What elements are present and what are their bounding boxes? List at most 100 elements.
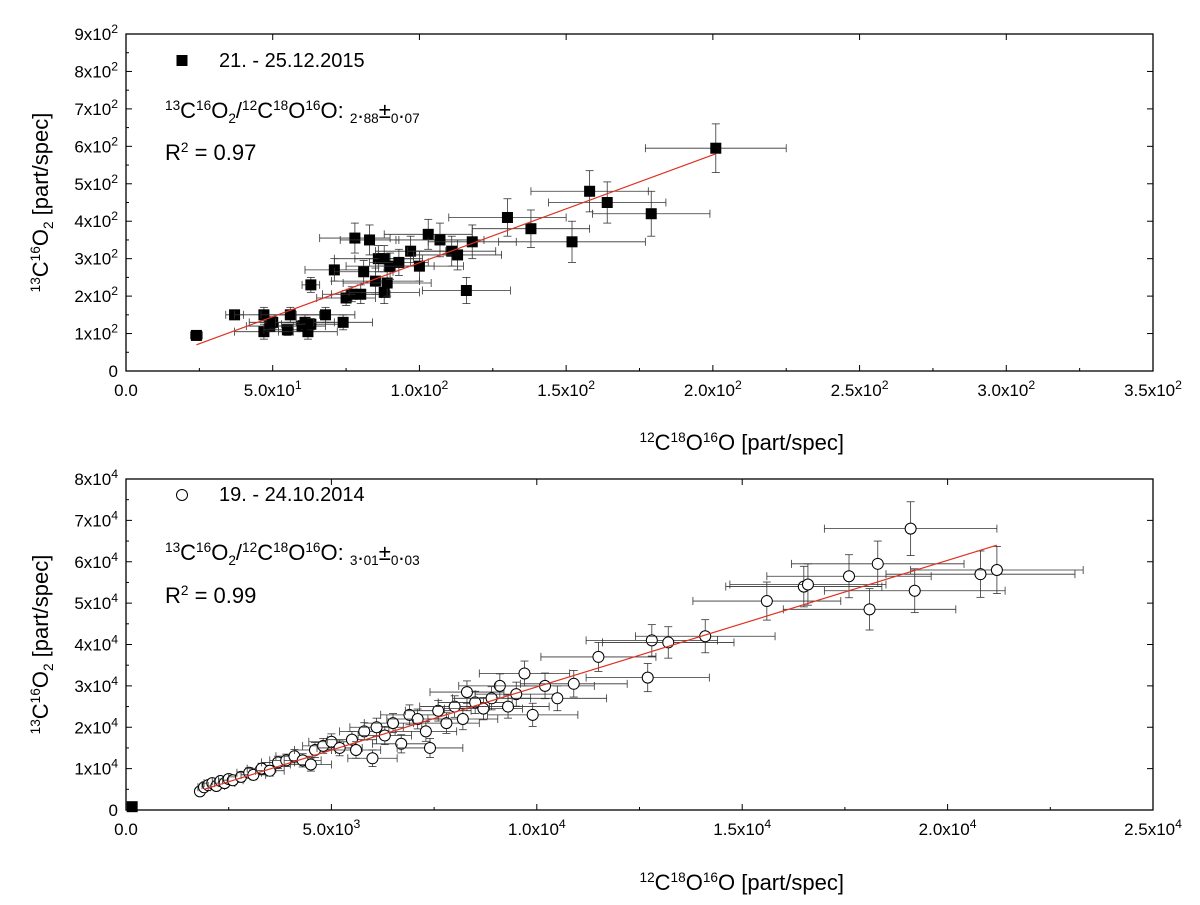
marker-square — [358, 266, 370, 278]
data-point — [421, 276, 511, 305]
marker-square — [584, 185, 596, 197]
marker-circle — [904, 522, 917, 535]
data-point — [823, 568, 1006, 614]
legend-marker — [176, 55, 188, 66]
data-point — [240, 768, 267, 781]
marker-circle — [502, 700, 515, 713]
marker-square — [525, 223, 537, 235]
marker-circle — [567, 677, 580, 690]
data-point — [443, 697, 523, 721]
marker-square — [299, 316, 311, 328]
data-point — [782, 588, 957, 631]
x-axis-label: 12C18O16O [part/spec] — [640, 430, 844, 455]
fit-line — [196, 153, 716, 346]
data-point — [190, 329, 203, 341]
data-point — [548, 181, 667, 224]
marker-square — [305, 318, 317, 330]
marker-square — [305, 279, 317, 291]
y-tick-label: 3x104 — [74, 674, 118, 696]
r2-annotation: R2 = 0.97 — [165, 140, 256, 165]
legend-label: 21. - 25.12.2015 — [219, 50, 365, 72]
y-axis-label: 13C16O2 [part/spec] — [28, 113, 56, 293]
marker-circle — [440, 717, 453, 730]
y-tick-label: 1x102 — [74, 322, 118, 344]
data-point — [592, 190, 711, 237]
data-point — [602, 626, 735, 659]
marker-square — [645, 208, 657, 220]
ratio-annotation: 13C16O2/12C18O16O: 3.01±0.03 — [165, 540, 420, 568]
y-tick-label: 2x104 — [74, 715, 118, 737]
marker-circle — [304, 758, 317, 771]
y-tick-label: 2x102 — [74, 284, 118, 306]
marker-circle — [395, 737, 408, 750]
x-tick-label: 2.0x104 — [919, 817, 977, 839]
marker-circle — [419, 725, 432, 738]
data-point — [474, 681, 558, 707]
y-tick-label: 0 — [109, 801, 118, 820]
x-tick-label: 2.5x104 — [1124, 817, 1182, 839]
ratio-annotation: 13C16O2/12C18O16O: 2.88±0.07 — [165, 98, 420, 126]
marker-square — [284, 309, 296, 321]
y-tick-label: 7x102 — [74, 97, 118, 119]
data-point — [347, 749, 398, 767]
marker-square — [190, 329, 202, 341]
data-point — [791, 540, 965, 587]
data-point — [301, 276, 321, 293]
data-point — [330, 741, 382, 759]
x-tick-label: 5.0x101 — [244, 378, 302, 400]
marker-circle — [908, 584, 921, 597]
y-tick-label: 4x102 — [74, 209, 118, 231]
y-tick-label: 0 — [109, 362, 118, 381]
y-tick-label: 5x104 — [74, 591, 118, 613]
data-point — [313, 314, 373, 331]
data-point — [507, 685, 608, 712]
fit-line — [203, 544, 998, 790]
marker-circle — [871, 557, 884, 570]
marker-circle — [990, 564, 1003, 577]
data-point — [289, 757, 332, 772]
data-point — [255, 764, 285, 777]
data-point — [372, 734, 431, 754]
marker-square — [710, 142, 722, 154]
x-tick-label: 1.5x102 — [537, 378, 595, 400]
marker-square — [267, 316, 279, 328]
marker-square — [320, 309, 332, 321]
x-tick-label: 0.0 — [114, 381, 138, 400]
data-point — [498, 220, 646, 263]
data-point — [478, 660, 571, 687]
data-point — [339, 224, 400, 256]
marker-square — [601, 197, 613, 208]
marker-square — [364, 234, 376, 246]
marker-circle — [592, 650, 605, 663]
data-point — [644, 123, 787, 173]
data-point — [427, 707, 499, 731]
data-point — [885, 550, 1076, 598]
r2-annotation: R2 = 0.99 — [165, 583, 256, 608]
marker-square — [466, 236, 478, 248]
y-tick-label: 1x104 — [74, 757, 118, 779]
marker-square — [422, 228, 434, 240]
x-tick-label: 3.5x102 — [1124, 378, 1182, 400]
y-tick-label: 3x102 — [74, 247, 118, 269]
marker-circle — [423, 741, 436, 754]
marker-circle — [974, 568, 987, 581]
marker-square — [337, 316, 349, 328]
data-point — [471, 209, 591, 248]
y-tick-label: 9x102 — [74, 22, 118, 44]
x-tick-label: 5.0x103 — [302, 817, 360, 839]
marker-square — [566, 236, 578, 248]
data-point — [319, 222, 391, 254]
y-tick-label: 7x104 — [74, 508, 118, 530]
marker-square — [460, 284, 472, 296]
x-tick-label: 1.0x102 — [390, 378, 448, 400]
data-point — [540, 642, 657, 672]
y-tick-label: 6x102 — [74, 134, 118, 156]
marker-circle — [247, 768, 260, 781]
data-point — [585, 663, 710, 693]
data-point — [413, 239, 502, 271]
marker-circle — [411, 712, 424, 725]
marker-circle — [801, 578, 814, 591]
marker-circle — [551, 692, 564, 705]
marker-circle — [526, 708, 539, 721]
